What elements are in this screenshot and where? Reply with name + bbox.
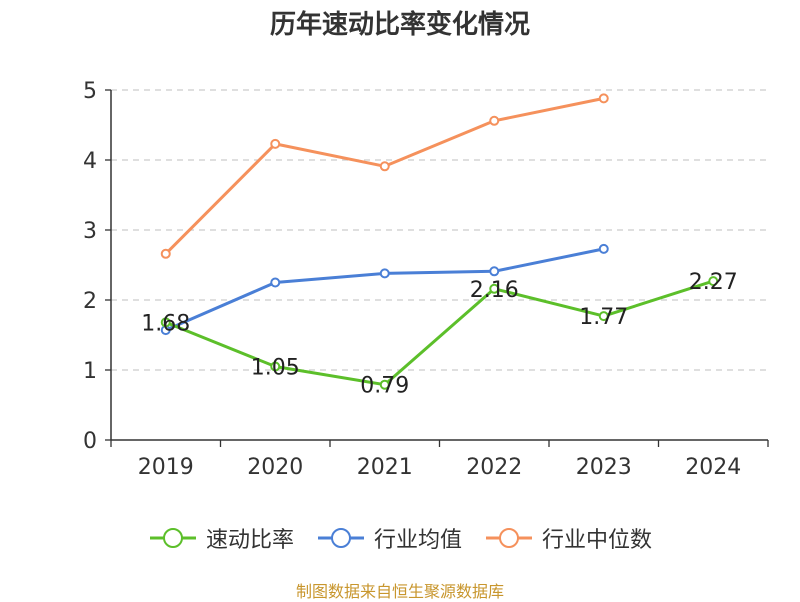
data-point-0-2023	[598, 311, 609, 322]
legend-swatch-icon	[317, 528, 364, 548]
legend-swatch-icon	[486, 528, 532, 548]
data-point-0-2022	[489, 283, 500, 294]
data-point-1-2022	[489, 266, 500, 277]
x-tick-label-2024: 2024	[685, 455, 741, 480]
data-point-2-2020	[270, 138, 281, 149]
x-tick-label-2020: 2020	[247, 455, 303, 480]
data-label-2021: 0.79	[360, 374, 409, 399]
data-point-2-2021	[379, 161, 390, 172]
x-tick-label-2021: 2021	[357, 455, 413, 480]
y-tick-label: 2	[83, 289, 97, 314]
chart-title: 历年速动比率变化情况	[269, 10, 530, 40]
data-point-1-2021	[379, 268, 390, 279]
x-tick-label-2019: 2019	[138, 455, 194, 480]
data-point-2-2023	[598, 93, 609, 104]
data-label-2020: 1.05	[251, 356, 300, 381]
series-layer	[160, 93, 719, 390]
y-tick-label: 4	[83, 149, 97, 174]
legend-item-2[interactable]: 行业中位数	[484, 522, 652, 554]
y-tick-label: 5	[83, 79, 97, 104]
data-point-0-2019	[160, 317, 171, 328]
y-tick-label: 0	[83, 429, 97, 454]
label-layer: 1.68 1.05 0.79 2.16 1.77 2.27	[141, 270, 737, 399]
legend-swatch-icon	[149, 528, 196, 548]
legend-label: 速动比率	[205, 528, 294, 553]
data-point-0-2020	[270, 361, 281, 372]
legend-item-1[interactable]: 行业均值	[316, 522, 462, 554]
x-tick-label-2022: 2022	[466, 455, 522, 480]
y-tick-label: 1	[83, 359, 97, 384]
series-line-1	[164, 247, 606, 332]
data-label-2024: 2.27	[689, 270, 738, 295]
y-tick-label: 3	[83, 219, 97, 244]
x-tick-label-2023: 2023	[576, 455, 632, 480]
legend-item-0[interactable]: 速动比率	[148, 522, 294, 554]
legend-label: 行业中位数	[542, 528, 653, 553]
source-note: 制图数据来自恒生聚源数据库	[295, 582, 504, 601]
axis-layer: 0 1 2 3 4 5 2019 2020 2021 2022 2023 2024	[83, 79, 769, 480]
data-point-1-2020	[270, 277, 281, 288]
data-point-0-2024	[708, 276, 719, 287]
legend-label: 行业均值	[373, 528, 462, 553]
grid-layer	[111, 89, 768, 371]
series-line-2	[164, 96, 606, 256]
legend: 速动比率 行业均值 行业中位数	[0, 518, 800, 558]
data-point-1-2023	[598, 243, 609, 254]
data-point-0-2021	[379, 379, 390, 390]
data-label-2019: 1.68	[141, 311, 190, 336]
data-label-2023: 1.77	[579, 305, 628, 330]
data-point-2-2022	[489, 115, 500, 126]
data-label-2022: 2.16	[470, 278, 519, 303]
series-line-0	[164, 279, 715, 387]
data-point-2-2019	[160, 248, 171, 259]
